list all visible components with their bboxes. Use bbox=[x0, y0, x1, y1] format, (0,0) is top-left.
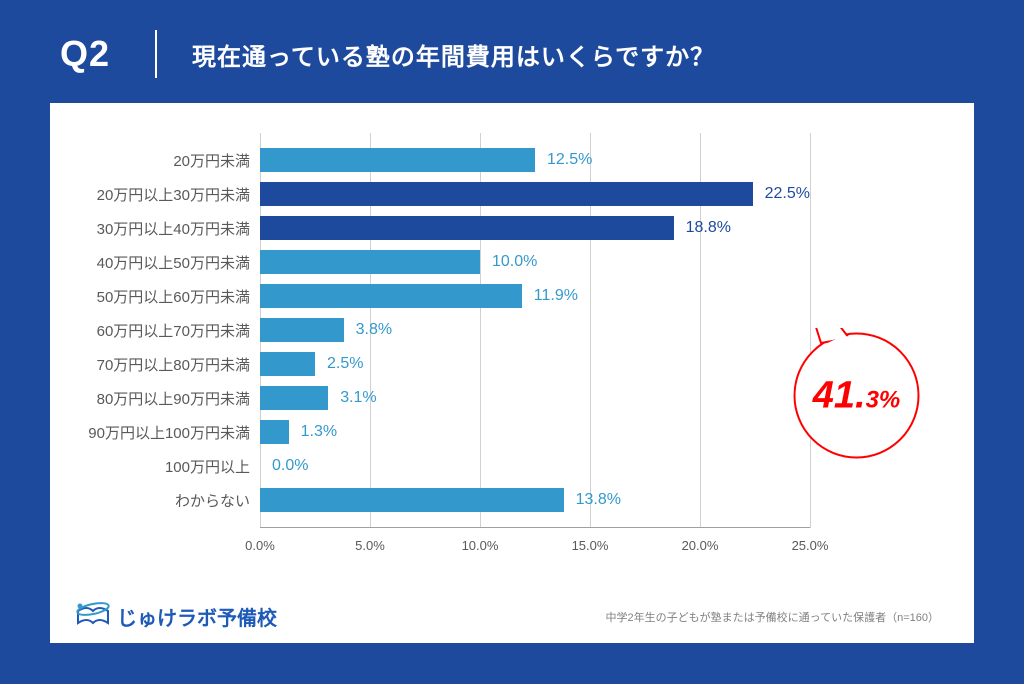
footnote: 中学2年生の子どもが塾または予備校に通っていた保護者（n=160） bbox=[606, 609, 939, 625]
x-axis bbox=[260, 527, 810, 528]
category-label: 40万円以上50万円未満 bbox=[97, 252, 260, 273]
category-label: 70万円以上80万円未満 bbox=[97, 354, 260, 375]
category-label: 60万円以上70万円未満 bbox=[97, 320, 260, 341]
bar bbox=[260, 284, 522, 308]
bar bbox=[260, 420, 289, 444]
category-label: 50万円以上60万円未満 bbox=[97, 286, 260, 307]
bar-row: 60万円以上70万円未満3.8% bbox=[260, 313, 810, 347]
bar-row: 30万円以上40万円未満18.8% bbox=[260, 211, 810, 245]
bar-row: わからない13.8% bbox=[260, 483, 810, 517]
chart-area: 0.0%5.0%10.0%15.0%20.0%25.0%20万円未満12.5%2… bbox=[260, 133, 810, 563]
x-tick-label: 25.0% bbox=[792, 538, 829, 553]
x-tick-label: 20.0% bbox=[682, 538, 719, 553]
callout-value: 41.3% bbox=[813, 374, 901, 417]
bar bbox=[260, 488, 564, 512]
header: Q2 現在通っている塾の年間費用はいくらですか？ bbox=[0, 0, 1024, 103]
value-label: 2.5% bbox=[327, 355, 363, 373]
category-label: 20万円以上30万円未満 bbox=[97, 184, 260, 205]
category-label: 90万円以上100万円未満 bbox=[88, 422, 260, 443]
bar-row: 20万円以上30万円未満22.5% bbox=[260, 177, 810, 211]
value-label: 11.9% bbox=[534, 287, 578, 305]
category-label: 20万円未満 bbox=[173, 150, 260, 171]
bar-row: 100万円以上0.0% bbox=[260, 449, 810, 483]
header-divider bbox=[155, 30, 157, 78]
value-label: 13.8% bbox=[576, 491, 621, 509]
question-text: 現在通っている塾の年間費用はいくらですか？ bbox=[192, 37, 715, 72]
x-tick-label: 15.0% bbox=[572, 538, 609, 553]
chart-panel: 0.0%5.0%10.0%15.0%20.0%25.0%20万円未満12.5%2… bbox=[50, 103, 974, 643]
bar bbox=[260, 216, 674, 240]
bar-row: 90万円以上100万円未満1.3% bbox=[260, 415, 810, 449]
x-tick-label: 10.0% bbox=[462, 538, 499, 553]
x-tick-label: 5.0% bbox=[355, 538, 385, 553]
bar-row: 70万円以上80万円未満2.5% bbox=[260, 347, 810, 381]
bar-row: 50万円以上60万円未満11.9% bbox=[260, 279, 810, 313]
brand-logo: じゅけラボ予備校 bbox=[75, 601, 277, 631]
value-label: 3.1% bbox=[340, 389, 376, 407]
bar bbox=[260, 182, 753, 206]
callout-bubble: 41.3% bbox=[789, 328, 924, 463]
bar-row: 40万円以上50万円未満10.0% bbox=[260, 245, 810, 279]
category-label: わからない bbox=[175, 490, 260, 511]
value-label: 12.5% bbox=[547, 151, 592, 169]
book-icon bbox=[75, 601, 111, 631]
bar-row: 80万円以上90万円未満3.1% bbox=[260, 381, 810, 415]
value-label: 10.0% bbox=[492, 253, 537, 271]
x-tick-label: 0.0% bbox=[245, 538, 275, 553]
bar bbox=[260, 352, 315, 376]
value-label: 18.8% bbox=[686, 219, 731, 237]
category-label: 30万円以上40万円未満 bbox=[97, 218, 260, 239]
category-label: 100万円以上 bbox=[165, 456, 260, 477]
category-label: 80万円以上90万円未満 bbox=[97, 388, 260, 409]
question-number: Q2 bbox=[60, 33, 110, 75]
bar bbox=[260, 250, 480, 274]
value-label: 0.0% bbox=[272, 457, 308, 475]
bar-row: 20万円未満12.5% bbox=[260, 143, 810, 177]
value-label: 22.5% bbox=[765, 185, 810, 203]
brand-name: じゅけラボ予備校 bbox=[117, 602, 277, 631]
value-label: 1.3% bbox=[301, 423, 337, 441]
bar bbox=[260, 318, 344, 342]
value-label: 3.8% bbox=[356, 321, 392, 339]
bar bbox=[260, 148, 535, 172]
bar bbox=[260, 386, 328, 410]
